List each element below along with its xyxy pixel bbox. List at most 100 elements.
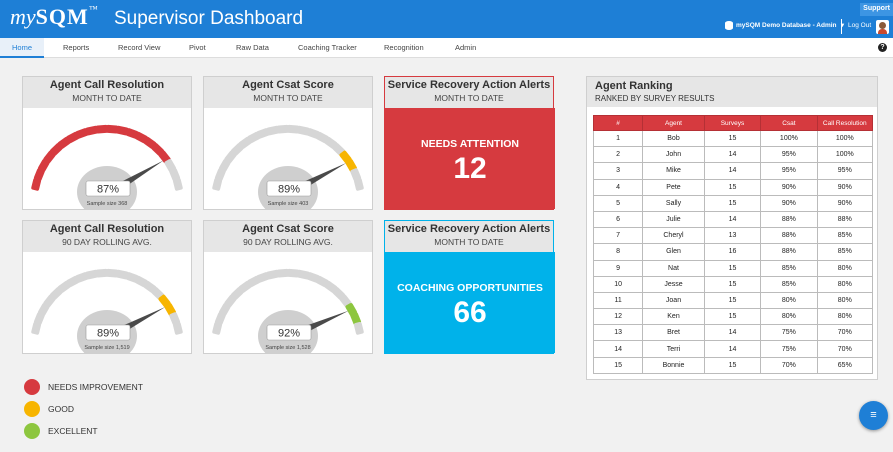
table-row[interactable]: 1 Bob 15 100% 100% xyxy=(592,129,874,148)
table-cell: Bret xyxy=(642,324,705,342)
table-cell: Glen xyxy=(642,243,705,261)
main-nav: Home Reports Record View Pivot Raw Data … xyxy=(0,38,893,58)
tab-recognition[interactable]: Recognition xyxy=(384,43,424,52)
table-cell: 9 xyxy=(592,259,644,277)
table-row[interactable]: 13 Bret 14 75% 70% xyxy=(592,324,874,342)
coaching-opportunities-alert[interactable]: COACHING OPPORTUNITIES 66 xyxy=(385,252,555,353)
card-title: Agent Csat Score xyxy=(242,223,334,235)
tab-coaching-tracker[interactable]: Coaching Tracker xyxy=(298,43,357,52)
table-cell: 14 xyxy=(703,340,762,358)
tab-admin[interactable]: Admin xyxy=(455,43,477,52)
table-cell: 15 xyxy=(703,194,762,212)
green-dot-icon xyxy=(24,423,40,439)
database-select[interactable]: mySQM Demo Database - Admin ▼ xyxy=(725,21,845,30)
gauge-sample-size: Sample size 1,519 xyxy=(84,345,129,351)
table-cell: 15 xyxy=(703,308,762,326)
table-row[interactable]: 11 Joan 15 80% 80% xyxy=(592,291,874,310)
alert-card[interactable]: Service Recovery Action Alerts MONTH TO … xyxy=(384,76,555,210)
table-cell: 95% xyxy=(760,162,818,180)
table-cell: 14 xyxy=(703,324,762,342)
app-logo[interactable]: mySQM™ xyxy=(10,4,98,29)
gauge-segment xyxy=(31,321,42,335)
column-header[interactable]: Surveys xyxy=(703,115,762,131)
header-divider xyxy=(841,19,842,34)
gauge-segment xyxy=(212,321,223,335)
gauge-segment xyxy=(345,159,357,172)
card-header: Service Recovery Action Alerts MONTH TO … xyxy=(385,77,553,108)
table-row[interactable]: 10 Jesse 15 85% 80% xyxy=(592,275,874,293)
table-cell: 70% xyxy=(816,340,874,358)
gauge-segment xyxy=(212,177,223,191)
gauge-value: 92% xyxy=(278,328,300,340)
table-row[interactable]: 6 Julie 14 88% 88% xyxy=(592,210,874,229)
table-row[interactable]: 12 Ken 15 80% 80% xyxy=(592,308,874,326)
table-cell: 15 xyxy=(703,356,762,374)
menu-icon[interactable]: ≡ xyxy=(859,401,888,430)
table-cell: 13 xyxy=(703,227,762,245)
table-cell: 88% xyxy=(816,210,874,229)
table-cell: 5 xyxy=(592,194,644,212)
gauge-chart: 89% Sample size 403 xyxy=(212,124,364,209)
column-header[interactable]: Call Resolution xyxy=(816,115,874,131)
table-row[interactable]: 14 Terri 14 75% 70% xyxy=(592,340,874,358)
gauge-card: Agent Csat Score MONTH TO DATE 89% Sample… xyxy=(203,76,373,210)
table-cell: 16 xyxy=(703,243,762,261)
column-header[interactable]: # xyxy=(592,115,644,131)
table-row[interactable]: 5 Sally 15 90% 90% xyxy=(592,194,874,212)
gauge-segment xyxy=(169,312,181,326)
table-cell: 88% xyxy=(760,243,818,261)
table-cell: 11 xyxy=(592,291,644,310)
needs-attention-alert[interactable]: NEEDS ATTENTION 12 xyxy=(385,108,555,209)
gauge-segment xyxy=(296,125,310,136)
gauge-sample-size: Sample size 403 xyxy=(268,201,309,207)
table-row[interactable]: 3 Mike 14 95% 95% xyxy=(592,162,874,180)
gauge-segment xyxy=(85,269,99,280)
table-row[interactable]: 2 John 14 95% 100% xyxy=(592,146,874,164)
gauge-segment xyxy=(276,124,290,134)
support-button[interactable]: Support xyxy=(860,3,893,16)
table-cell: 15 xyxy=(703,291,762,310)
table-row[interactable]: 8 Glen 16 88% 85% xyxy=(592,243,874,261)
alert-count: 12 xyxy=(453,152,487,185)
avatar[interactable] xyxy=(876,20,889,34)
table-row[interactable]: 9 Nat 15 85% 80% xyxy=(592,259,874,277)
table-cell: 14 xyxy=(703,162,762,180)
tab-reports[interactable]: Reports xyxy=(63,43,90,52)
card-title: Agent Call Resolution xyxy=(49,79,165,91)
table-cell: 65% xyxy=(816,356,874,374)
table-cell: 15 xyxy=(703,259,762,277)
tab-home[interactable]: Home xyxy=(0,38,45,58)
table-row[interactable]: 7 Cheryl 13 88% 85% xyxy=(592,227,874,245)
chevron-down-icon: ▼ xyxy=(839,22,846,29)
column-header[interactable]: Agent xyxy=(642,115,705,131)
table-row[interactable]: 15 Bonnie 15 70% 65% xyxy=(592,356,874,374)
table-cell: 90% xyxy=(816,178,874,196)
table-cell: 15 xyxy=(703,178,762,196)
table-cell: Cheryl xyxy=(642,227,705,245)
gauge-segment xyxy=(353,321,364,335)
gauge-segment xyxy=(247,275,261,288)
legend-label: NEEDS IMPROVEMENT xyxy=(48,382,143,392)
tab-raw-data[interactable]: Raw Data xyxy=(236,43,269,52)
help-icon[interactable]: ? xyxy=(878,43,887,52)
table-row[interactable]: 4 Pete 15 90% 90% xyxy=(592,178,874,196)
tab-record-view[interactable]: Record View xyxy=(118,43,161,52)
table-cell: Pete xyxy=(642,178,705,196)
gauge-segment xyxy=(125,272,139,283)
legend: NEEDS IMPROVEMENT GOOD EXCELLENT xyxy=(24,376,143,442)
logout-link[interactable]: Log Out xyxy=(848,22,872,29)
gauge-segment xyxy=(169,168,181,182)
tab-pivot[interactable]: Pivot xyxy=(189,43,206,52)
table-cell: 15 xyxy=(703,275,762,293)
table-cell: 15 xyxy=(703,129,762,148)
gauge-segment xyxy=(350,312,362,326)
table-cell: 80% xyxy=(816,291,874,310)
gauge-segment xyxy=(172,321,183,335)
table-cell: 80% xyxy=(816,259,874,277)
alert-count: 66 xyxy=(453,296,487,329)
gauge-segment xyxy=(164,303,176,316)
alert-card[interactable]: Service Recovery Action Alerts MONTH TO … xyxy=(384,220,555,354)
column-header[interactable]: Csat xyxy=(760,115,818,131)
red-dot-icon xyxy=(24,379,40,395)
table-cell: 14 xyxy=(592,340,644,358)
